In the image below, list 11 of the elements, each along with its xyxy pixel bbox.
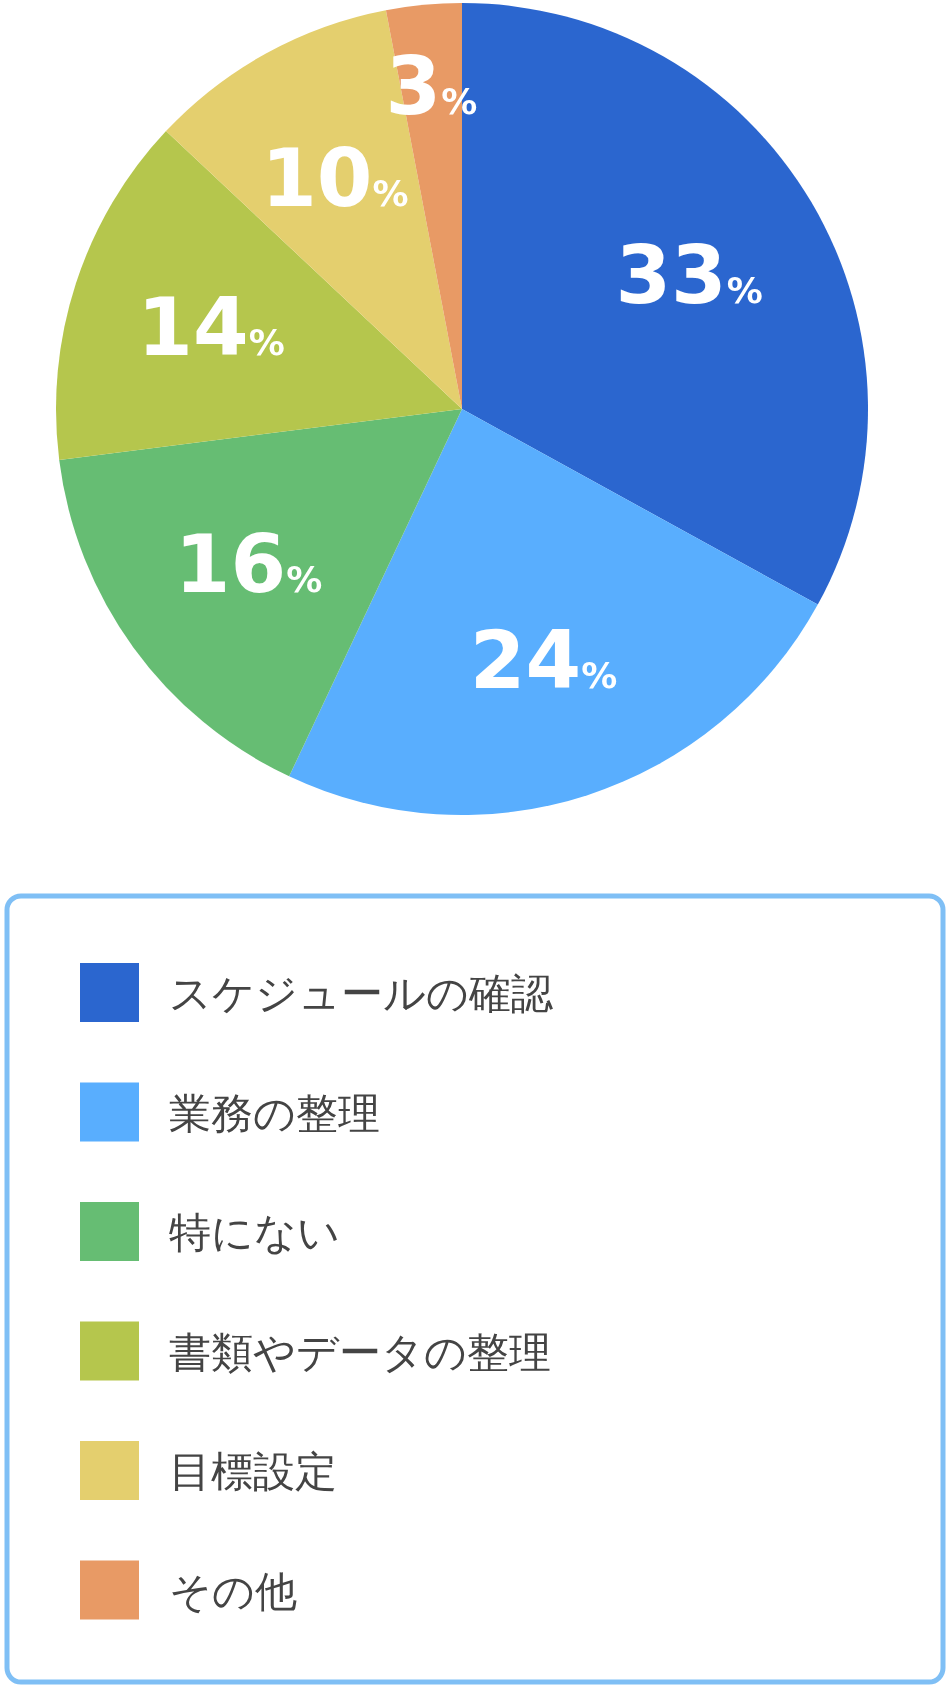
legend-label: その他 — [169, 1566, 297, 1616]
legend-label: 目標設定 — [169, 1447, 337, 1496]
legend-label: 業務の整理 — [169, 1088, 380, 1138]
data-label: 14% — [137, 281, 285, 375]
data-label: 10% — [261, 131, 409, 225]
legend-label: 特にない — [169, 1208, 340, 1257]
legend-label: 書類やデータの整理 — [169, 1327, 551, 1377]
data-label: 16% — [174, 518, 323, 612]
data-label: 24% — [469, 613, 618, 707]
data-label: 33% — [615, 228, 763, 322]
legend-label: スケジュールの確認 — [169, 969, 553, 1018]
